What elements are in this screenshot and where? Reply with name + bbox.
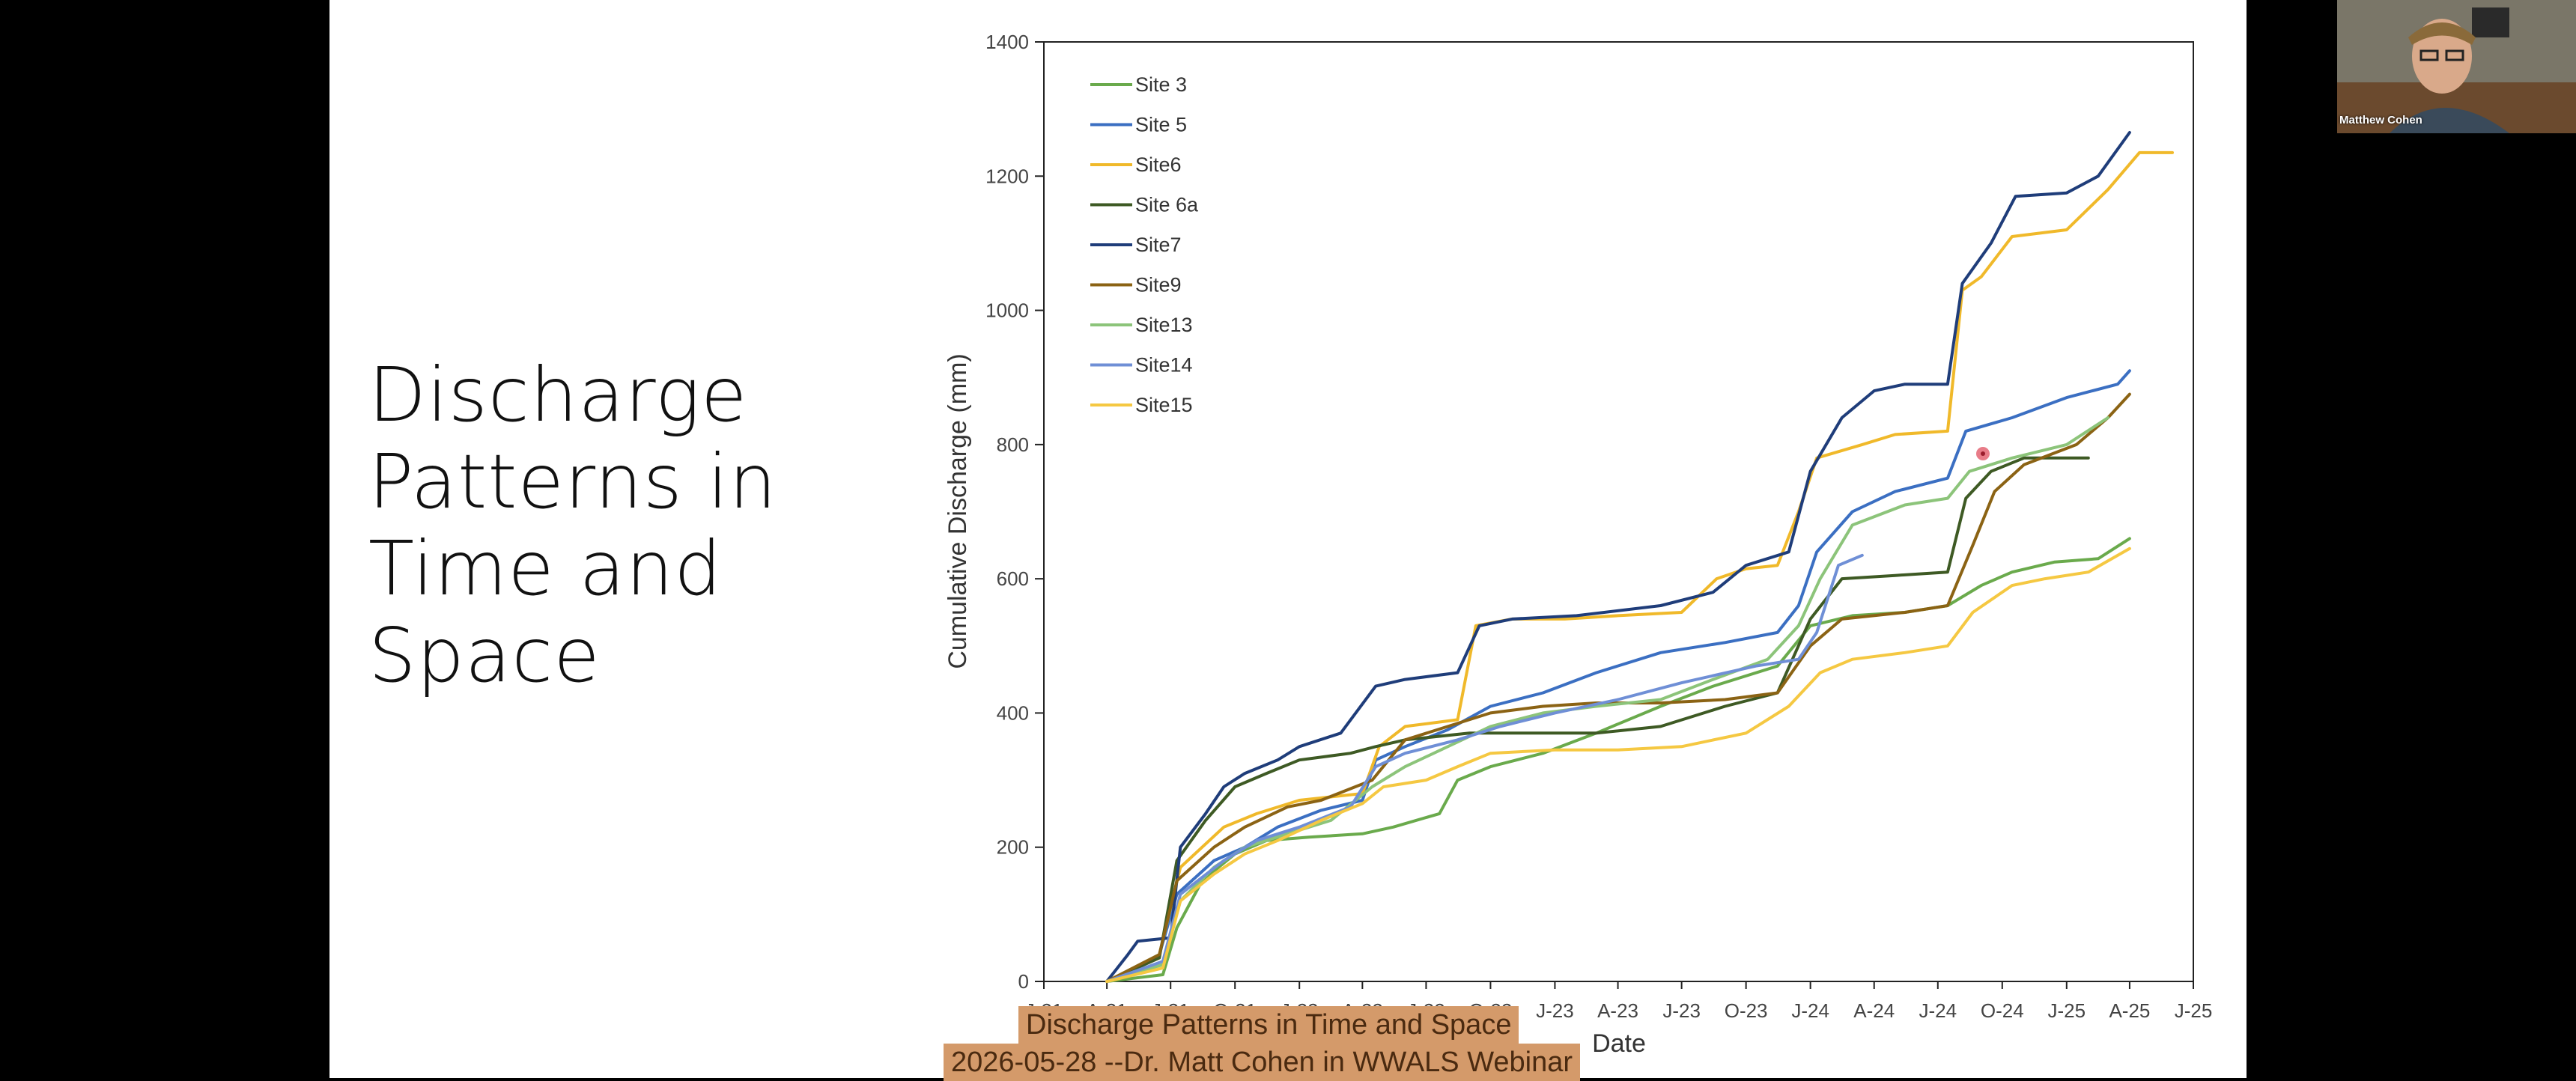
caption-credit: 2026-05-28 --Dr. Matt Cohen in WWALS Web… bbox=[944, 1044, 1581, 1081]
y-tick-label: 0 bbox=[1018, 970, 1029, 993]
y-axis-title: Cumulative Discharge (mm) bbox=[944, 353, 972, 669]
presentation-slide bbox=[329, 0, 2247, 1078]
x-tick-label: A-25 bbox=[2109, 999, 2150, 1022]
y-tick-label: 200 bbox=[997, 836, 1029, 859]
x-tick-label: J-25 bbox=[2175, 999, 2213, 1022]
x-tick-label: J-24 bbox=[1919, 999, 1957, 1022]
y-tick-label: 1000 bbox=[985, 299, 1029, 322]
y-tick-label: 800 bbox=[997, 433, 1029, 456]
legend: Site 3 Site 5 Site6 Site 6a Site7 Site9 Site13… bbox=[1090, 73, 1199, 416]
x-tick-label: O-24 bbox=[1981, 999, 2024, 1022]
series-line-site14 bbox=[1105, 553, 1864, 983]
series-line-site-5 bbox=[1105, 369, 2131, 983]
legend-label: Site15 bbox=[1135, 394, 1193, 416]
x-tick-label: J-24 bbox=[1791, 999, 1829, 1022]
participant-name: Matthew Cohen bbox=[2339, 114, 2422, 127]
x-tick-label: A-23 bbox=[1597, 999, 1638, 1022]
x-tick-label: J-23 bbox=[1536, 999, 1574, 1022]
participant-video-icon bbox=[2337, 0, 2576, 133]
series-line-site-6a bbox=[1105, 456, 2090, 983]
legend-label: Site9 bbox=[1135, 274, 1182, 296]
y-tick-label: 1200 bbox=[985, 165, 1029, 187]
series-line-site-3 bbox=[1105, 537, 2131, 983]
legend-label: Site 5 bbox=[1135, 114, 1187, 136]
legend-label: Site 3 bbox=[1135, 73, 1187, 96]
plot-frame bbox=[1043, 41, 2194, 982]
slide-title: Discharge Patterns in Time and Space bbox=[368, 351, 777, 699]
caption-title: Discharge Patterns in Time and Space bbox=[1018, 1006, 1519, 1044]
x-tick-label: A-24 bbox=[1853, 999, 1895, 1022]
legend-label: Site 6a bbox=[1135, 194, 1199, 216]
participant-video-tile[interactable] bbox=[2337, 0, 2576, 133]
x-tick-label: J-23 bbox=[1662, 999, 1701, 1022]
x-axis-title: Date bbox=[1592, 1029, 1646, 1058]
series-line-site13 bbox=[1105, 416, 2109, 983]
y-tick-label: 400 bbox=[997, 701, 1029, 724]
series-line-site9 bbox=[1105, 392, 2131, 983]
legend-label: Site7 bbox=[1135, 234, 1182, 256]
legend-label: Site6 bbox=[1135, 153, 1182, 176]
series-line-site15 bbox=[1105, 546, 2131, 983]
x-tick-label: O-23 bbox=[1725, 999, 1768, 1022]
y-tick-label: 600 bbox=[997, 567, 1029, 590]
series-lines bbox=[1105, 131, 2174, 983]
laser-pointer-core bbox=[1981, 451, 1985, 456]
x-tick-label: J-25 bbox=[2048, 999, 2086, 1022]
series-line-site7 bbox=[1105, 131, 2131, 983]
legend-label: Site14 bbox=[1135, 354, 1193, 377]
y-tick-label: 1400 bbox=[985, 31, 1029, 53]
series-line-site6 bbox=[1105, 150, 2174, 983]
y-axis: 0 200 400 600 800 1000 1200 1400 bbox=[985, 31, 1044, 993]
legend-label: Site13 bbox=[1135, 314, 1193, 336]
